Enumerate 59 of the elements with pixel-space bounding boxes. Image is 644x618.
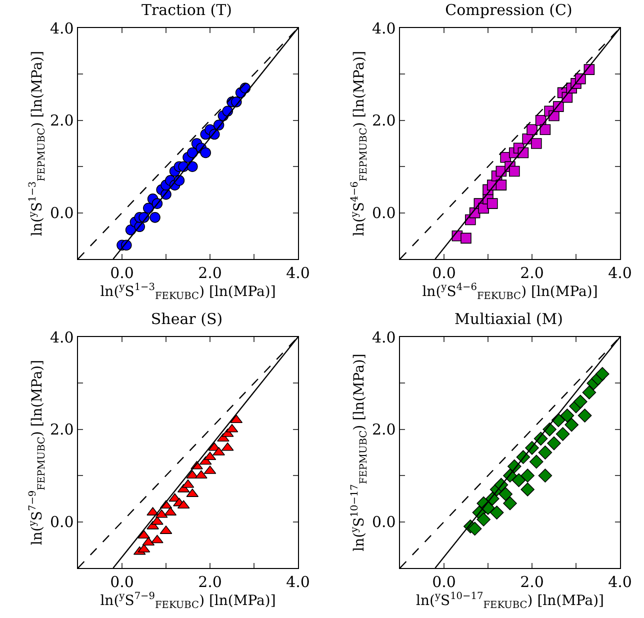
y-tick-label: 2.0 <box>372 112 396 130</box>
chart-title: Multiaxial (M) <box>454 310 563 328</box>
point <box>150 212 160 223</box>
x-tick-label: 0.0 <box>110 573 134 592</box>
point <box>187 161 198 172</box>
y-tick-label: 4.0 <box>50 19 74 38</box>
x-tick-label: 4.0 <box>608 573 632 592</box>
point <box>531 138 542 149</box>
point <box>564 418 578 432</box>
x-tick-label: 4.0 <box>608 264 632 282</box>
point <box>538 468 552 482</box>
point <box>520 482 534 496</box>
point <box>468 522 482 536</box>
y-tick-label: 2.0 <box>50 420 74 439</box>
y-tick-label: 2.0 <box>372 420 396 439</box>
x-tick-label: 0.0 <box>432 573 456 592</box>
x-tick-label: 2.0 <box>520 573 544 592</box>
chart-title: Shear (S) <box>150 310 223 328</box>
point <box>151 516 164 525</box>
y-tick-label: 2.0 <box>50 112 74 130</box>
y-tick-label: 0.0 <box>372 513 396 532</box>
point <box>151 534 164 544</box>
y-tick-label: 4.0 <box>372 19 396 38</box>
x-tick-label: 0.0 <box>110 264 134 282</box>
point <box>530 454 544 469</box>
chart-title: Traction (T) <box>142 1 232 20</box>
x-tick-label: 2.0 <box>198 264 222 282</box>
point <box>538 446 552 460</box>
y-tick-label: 4.0 <box>372 328 396 346</box>
x-tick-label: 4.0 <box>286 573 310 592</box>
point <box>496 180 507 190</box>
point <box>547 436 561 450</box>
x-tick-label: 4.0 <box>286 264 310 282</box>
chart-title: Compression (C) <box>445 1 572 20</box>
point <box>509 166 520 177</box>
point <box>578 408 592 422</box>
point <box>487 198 498 209</box>
point <box>200 147 211 158</box>
point <box>476 512 490 526</box>
y-tick-label: 0.0 <box>50 513 74 532</box>
point <box>460 232 472 244</box>
point <box>498 487 512 501</box>
point <box>582 386 596 400</box>
point <box>574 394 588 409</box>
point <box>560 408 574 422</box>
point <box>503 496 517 510</box>
y-tick-label: 0.0 <box>50 204 74 222</box>
point <box>596 367 610 381</box>
y-tick-label: 0.0 <box>372 204 396 222</box>
point <box>540 124 551 136</box>
point <box>526 124 538 136</box>
point <box>520 468 534 482</box>
point <box>490 506 504 520</box>
x-tick-label: 2.0 <box>520 264 544 282</box>
point <box>556 427 570 441</box>
y-tick-label: 4.0 <box>50 328 74 346</box>
point <box>512 473 526 488</box>
x-tick-label: 0.0 <box>432 264 456 282</box>
x-tick-label: 2.0 <box>198 573 222 592</box>
